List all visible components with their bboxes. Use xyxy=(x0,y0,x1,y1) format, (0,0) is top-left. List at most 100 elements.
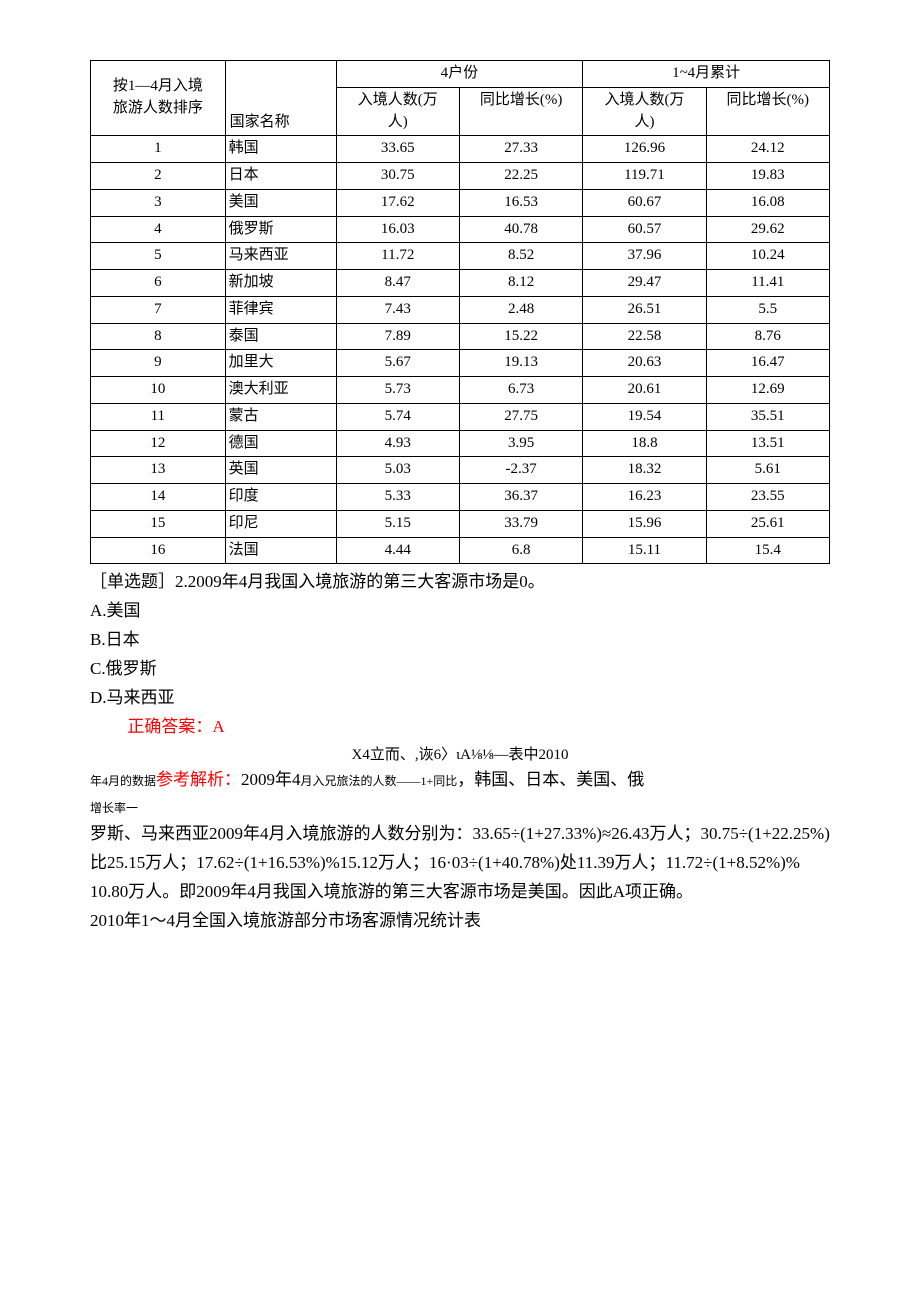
table-cell: 5 xyxy=(91,243,226,270)
table-cell: 6 xyxy=(91,270,226,297)
table-cell: 6.73 xyxy=(459,377,582,404)
table-cell: 5.61 xyxy=(706,457,829,484)
header-april-visitors: 入境人数(万 人) xyxy=(336,87,459,136)
table-row: 10澳大利亚5.736.7320.6112.69 xyxy=(91,377,830,404)
table-cell: 1 xyxy=(91,136,226,163)
table-cell: 8.47 xyxy=(336,270,459,297)
header-cumulative-group: 1~4月累计 xyxy=(583,61,830,88)
table-cell: 16.03 xyxy=(336,216,459,243)
table-cell: 澳大利亚 xyxy=(225,377,336,404)
table-cell: 30.75 xyxy=(336,163,459,190)
table-cell: 德国 xyxy=(225,430,336,457)
explanation-paragraph-2: 10.80万人。即2009年4月我国入境旅游的第三大客源市场是美国。因此A项正确… xyxy=(90,878,830,907)
table-cell: 法国 xyxy=(225,537,336,564)
explanation-paragraph-1: 罗斯、马来西亚2009年4月入境旅游的人数分别为：33.65÷(1+27.33%… xyxy=(90,820,830,878)
header-rank: 按1—4月入境 旅游人数排序 xyxy=(91,61,226,136)
table-cell: 37.96 xyxy=(583,243,706,270)
table-cell: 13.51 xyxy=(706,430,829,457)
question-block: ［单选题］2.2009年4月我国入境旅游的第三大客源市场是0。 A.美国 B.日… xyxy=(90,568,830,741)
table-cell: 8.52 xyxy=(459,243,582,270)
correct-answer: 正确答案：A xyxy=(90,713,830,742)
table-row: 2日本30.7522.25119.7119.83 xyxy=(91,163,830,190)
table-cell: -2.37 xyxy=(459,457,582,484)
table-cell: 19.83 xyxy=(706,163,829,190)
expl-after-1: 2009年4 xyxy=(241,770,301,789)
table-row: 8泰国7.8915.2222.588.76 xyxy=(91,323,830,350)
table-row: 5马来西亚11.728.5237.9610.24 xyxy=(91,243,830,270)
table-cell: 36.37 xyxy=(459,484,582,511)
table-cell: 12 xyxy=(91,430,226,457)
expl-small-3: 增长率一 xyxy=(90,801,138,815)
table-cell: 印尼 xyxy=(225,510,336,537)
table-cell: 新加坡 xyxy=(225,270,336,297)
table-cell: 60.67 xyxy=(583,189,706,216)
header-visitors-l2: 人) xyxy=(388,114,408,130)
table-cell: 17.62 xyxy=(336,189,459,216)
table-cell: 泰国 xyxy=(225,323,336,350)
option-c: C.俄罗斯 xyxy=(90,655,830,684)
table-cell: 40.78 xyxy=(459,216,582,243)
table-row: 14印度5.3336.3716.2323.55 xyxy=(91,484,830,511)
table-cell: 19.54 xyxy=(583,403,706,430)
table-cell: 16 xyxy=(91,537,226,564)
table-cell: 8.12 xyxy=(459,270,582,297)
table-cell: 25.61 xyxy=(706,510,829,537)
option-a: A.美国 xyxy=(90,597,830,626)
table-cell: 5.15 xyxy=(336,510,459,537)
table-row: 11蒙古5.7427.7519.5435.51 xyxy=(91,403,830,430)
table-cell: 18.8 xyxy=(583,430,706,457)
table-cell: 3.95 xyxy=(459,430,582,457)
table-cell: 16.47 xyxy=(706,350,829,377)
table-cell: 10 xyxy=(91,377,226,404)
table-cell: 15.11 xyxy=(583,537,706,564)
option-d: D.马来西亚 xyxy=(90,684,830,713)
table-cell: 7.89 xyxy=(336,323,459,350)
table-cell: 5.74 xyxy=(336,403,459,430)
table-cell: 8.76 xyxy=(706,323,829,350)
table-cell: 3 xyxy=(91,189,226,216)
table-cell: 33.79 xyxy=(459,510,582,537)
table-cell: 14 xyxy=(91,484,226,511)
header-country: 国家名称 xyxy=(225,61,336,136)
table-cell: 13 xyxy=(91,457,226,484)
table-cell: 60.57 xyxy=(583,216,706,243)
document-page: 按1—4月入境 旅游人数排序 国家名称 4户份 1~4月累计 入境人数(万 人)… xyxy=(0,0,920,976)
table-cell: 8 xyxy=(91,323,226,350)
table-row: 16法国4.446.815.1115.4 xyxy=(91,537,830,564)
table-cell: 日本 xyxy=(225,163,336,190)
table-row: 1韩国33.6527.33126.9624.12 xyxy=(91,136,830,163)
table-cell: 2 xyxy=(91,163,226,190)
table-cell: 4 xyxy=(91,216,226,243)
table-cell: 23.55 xyxy=(706,484,829,511)
header-visitors-l2b: 人) xyxy=(634,114,654,130)
table-cell: 5.5 xyxy=(706,296,829,323)
tourism-stats-table: 按1—4月入境 旅游人数排序 国家名称 4户份 1~4月累计 入境人数(万 人)… xyxy=(90,60,830,564)
question-stem: ［单选题］2.2009年4月我国入境旅游的第三大客源市场是0。 xyxy=(90,568,830,597)
table-cell: 印度 xyxy=(225,484,336,511)
header-april-group: 4户份 xyxy=(336,61,583,88)
header-april-growth: 同比增长(%) xyxy=(459,87,582,136)
table-cell: 15.96 xyxy=(583,510,706,537)
header-rank-line2: 旅游人数排序 xyxy=(113,100,203,116)
table-cell: 20.63 xyxy=(583,350,706,377)
table-cell: 15 xyxy=(91,510,226,537)
table-cell: 加里大 xyxy=(225,350,336,377)
table-cell: 24.12 xyxy=(706,136,829,163)
explanation-center-line: X4立而、,诙6〉ιA⅛⅛—表中2010 xyxy=(90,744,830,767)
table-cell: 22.58 xyxy=(583,323,706,350)
expl-after-2: ，韩国、日本、美国、俄 xyxy=(457,770,644,789)
table-cell: 5.03 xyxy=(336,457,459,484)
table-row: 6新加坡8.478.1229.4711.41 xyxy=(91,270,830,297)
table-row: 12德国4.933.9518.813.51 xyxy=(91,430,830,457)
table-cell: 俄罗斯 xyxy=(225,216,336,243)
table-cell: 韩国 xyxy=(225,136,336,163)
table-cell: 26.51 xyxy=(583,296,706,323)
table-row: 15印尼5.1533.7915.9625.61 xyxy=(91,510,830,537)
table-header: 按1—4月入境 旅游人数排序 国家名称 4户份 1~4月累计 入境人数(万 人)… xyxy=(91,61,830,136)
table-cell: 29.62 xyxy=(706,216,829,243)
table-cell: 12.69 xyxy=(706,377,829,404)
table-cell: 7 xyxy=(91,296,226,323)
table-cell: 11.72 xyxy=(336,243,459,270)
table-cell: 马来西亚 xyxy=(225,243,336,270)
table-cell: 4.44 xyxy=(336,537,459,564)
